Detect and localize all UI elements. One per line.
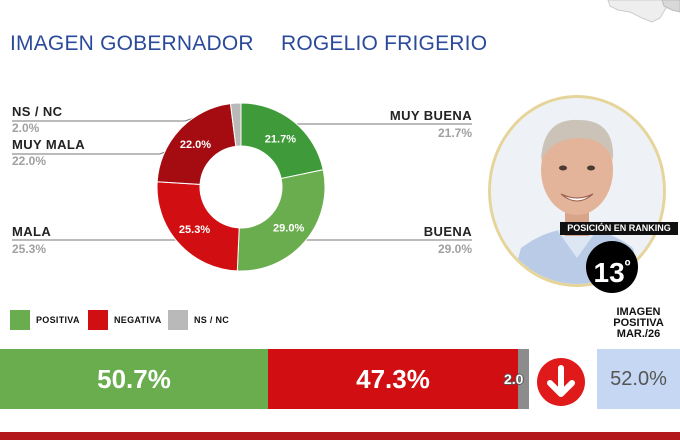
summary-value-ns-nc: 2.0 — [504, 371, 524, 387]
legend-swatch-positiva — [10, 310, 30, 330]
trend-down-icon — [537, 358, 585, 406]
portrait-illustration — [491, 98, 663, 284]
donut-slice-value: 21.7% — [265, 133, 296, 145]
donut-slice-buena — [236, 169, 326, 272]
donut-slice-value: 25.3% — [179, 224, 210, 236]
ranking-position: 13 — [593, 257, 625, 288]
legend-item-positiva: POSITIVA — [10, 310, 80, 330]
ranking-suffix: º — [624, 258, 631, 275]
label-ns-nc: NS / NC — [12, 104, 63, 119]
donut-chart: 21.7% 29.0% 25.3% 22.0% — [12, 102, 472, 272]
legend-item-ns-nc: NS / NC — [168, 310, 229, 330]
donut-slices — [156, 102, 326, 272]
bottom-divider — [0, 432, 680, 440]
donut-slice-mala — [156, 181, 240, 272]
summary-bar-positiva: 50.7% — [0, 349, 268, 409]
donut-labels: 21.7% 29.0% 25.3% 22.0% — [179, 133, 305, 235]
legend-label-positiva: POSITIVA — [36, 315, 80, 325]
legend-item-negativa: NEGATIVA — [88, 310, 162, 330]
chart-title: IMAGEN GOBERNADOR — [10, 32, 254, 55]
value-muy-buena: 21.7% — [437, 126, 472, 140]
map-outline-decoration — [607, 0, 680, 23]
governor-portrait — [488, 95, 666, 287]
arrow-down-icon — [547, 365, 575, 397]
summary-value-negativa: 47.3% — [356, 364, 430, 394]
label-muy-mala: MUY MALA — [12, 137, 86, 152]
donut-slice-muy-mala — [156, 103, 237, 185]
label-mala: MALA — [12, 224, 52, 239]
donut-slice-ns-nc — [229, 102, 242, 147]
ranking-badge: 13º — [586, 241, 638, 293]
ranking-label: POSICIÓN EN RANKING — [560, 222, 678, 235]
governor-name: ROGELIO FRIGERIO — [281, 32, 488, 55]
legend-swatch-negativa — [88, 310, 108, 330]
comparison-value: 52.0% — [597, 349, 680, 409]
legend-label-negativa: NEGATIVA — [114, 315, 162, 325]
legend-swatch-ns-nc — [168, 310, 188, 330]
summary-bar-negativa: 47.3% — [268, 349, 518, 409]
value-ns-nc: 2.0% — [12, 121, 40, 135]
legend-label-ns-nc: NS / NC — [194, 315, 230, 325]
comparison-label-line2: POSITIVA — [613, 317, 664, 329]
comparison-label: IMAGEN POSITIVA MAR./26 — [597, 307, 680, 340]
label-muy-buena: MUY BUENA — [389, 108, 472, 123]
label-buena: BUENA — [423, 224, 472, 239]
value-mala: 25.3% — [12, 242, 47, 256]
summary-value-positiva: 50.7% — [97, 364, 171, 394]
donut-chart-area: 21.7% 29.0% 25.3% 22.0% — [12, 102, 472, 272]
comparison-label-line3: MAR./26 — [616, 328, 661, 340]
summary-bar-ns-nc — [518, 349, 529, 409]
value-buena: 29.0% — [437, 242, 472, 256]
comparison-label-line1: IMAGEN — [616, 306, 661, 318]
value-muy-mala: 22.0% — [12, 154, 47, 168]
donut-slice-value: 29.0% — [273, 222, 304, 234]
donut-slice-value: 22.0% — [180, 139, 211, 151]
